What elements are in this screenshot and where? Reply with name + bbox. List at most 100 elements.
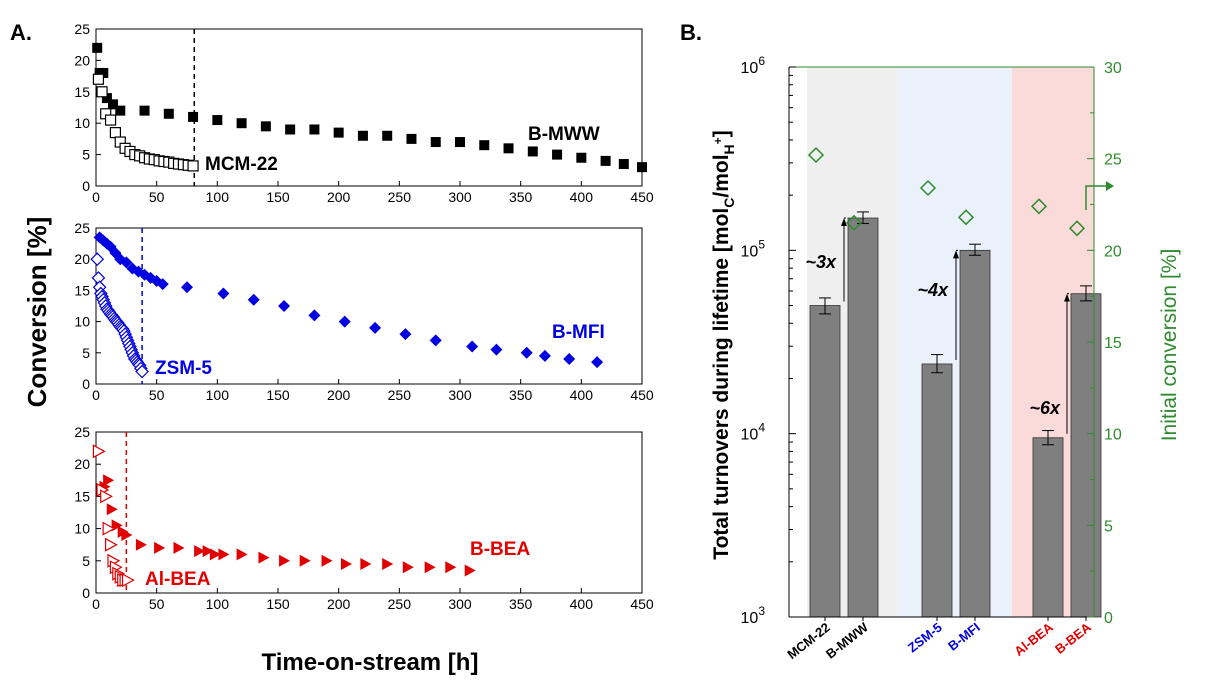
data-point bbox=[279, 554, 291, 567]
initial-conversion-point bbox=[957, 209, 975, 226]
data-point bbox=[338, 315, 351, 328]
x-tick-label: 350 bbox=[509, 189, 533, 205]
data-point bbox=[538, 349, 551, 362]
y-tick-label: 10 bbox=[74, 314, 90, 330]
data-point bbox=[109, 127, 122, 139]
bar bbox=[809, 305, 841, 618]
tick-base: 10 bbox=[741, 610, 759, 627]
data-point bbox=[135, 364, 149, 379]
data-point bbox=[399, 328, 412, 341]
category-label: B-MFI bbox=[945, 620, 983, 654]
data-point bbox=[402, 561, 414, 574]
left-axis-label-part: /mol bbox=[710, 154, 733, 197]
data-point bbox=[96, 86, 108, 98]
right-tick-label: 20 bbox=[1104, 243, 1122, 260]
data-point bbox=[90, 252, 105, 267]
data-point bbox=[309, 124, 320, 135]
data-point bbox=[194, 545, 206, 558]
ratio-label: ~6x bbox=[1029, 398, 1061, 418]
left-tick-label: 105 bbox=[741, 237, 766, 260]
series-b-mww bbox=[92, 42, 647, 173]
data-point bbox=[333, 127, 344, 138]
plot-frame bbox=[95, 227, 643, 385]
data-point bbox=[520, 346, 533, 359]
y-tick-label: 25 bbox=[74, 424, 90, 440]
series-label: Al-BEA bbox=[145, 569, 211, 590]
x-tick-label: 0 bbox=[92, 387, 100, 403]
series-zsm-5 bbox=[90, 252, 149, 379]
y-tick-label: 5 bbox=[82, 553, 90, 569]
left-axis-label-part: H bbox=[721, 144, 737, 154]
y-tick-label: 15 bbox=[74, 488, 90, 504]
data-point bbox=[382, 558, 394, 571]
left-axis-label-part: + bbox=[711, 137, 725, 144]
data-point bbox=[98, 67, 109, 78]
initial-conversion-point bbox=[919, 179, 937, 197]
y-tick-label: 15 bbox=[74, 282, 90, 298]
data-point bbox=[445, 561, 457, 574]
initial-conversion-point bbox=[845, 214, 863, 231]
data-point bbox=[321, 554, 333, 567]
x-tick-label: 300 bbox=[448, 387, 472, 403]
data-point bbox=[299, 554, 311, 567]
data-point bbox=[103, 474, 115, 487]
category-label: MCM-22 bbox=[784, 620, 833, 663]
series-label: MCM-22 bbox=[205, 154, 278, 175]
data-point bbox=[101, 93, 112, 104]
y-tick-label: 20 bbox=[74, 52, 90, 68]
x-tick-label: 100 bbox=[206, 189, 230, 205]
right-tick-label: 0 bbox=[1104, 610, 1113, 627]
right-axis-label: Initial conversion [%] bbox=[1158, 249, 1181, 442]
series-label: ZSM-5 bbox=[155, 358, 212, 379]
subplot-mfi: 0 50 100 150 200 250 300 350 400 450 0 5 10 15 20 25 B-M… bbox=[74, 220, 653, 403]
data-point bbox=[618, 159, 629, 170]
left-tick-label: 106 bbox=[741, 54, 766, 77]
left-axis-label: Total turnovers during lifetime [molC/mo… bbox=[710, 130, 737, 559]
tick-base: 10 bbox=[741, 243, 759, 260]
data-point bbox=[258, 551, 270, 564]
data-point bbox=[218, 548, 230, 561]
y-tick-label: 20 bbox=[74, 251, 90, 267]
x-tick-label: 400 bbox=[570, 387, 594, 403]
y-tick-label: 5 bbox=[82, 345, 90, 361]
tick-exponent: 6 bbox=[758, 54, 765, 68]
ratio-label: ~4x bbox=[917, 280, 949, 300]
data-point bbox=[308, 309, 321, 322]
y-tick-label: 25 bbox=[74, 220, 90, 236]
data-point bbox=[202, 545, 214, 558]
right-tick-label: 15 bbox=[1104, 335, 1122, 352]
right-tick-label: 10 bbox=[1104, 427, 1122, 444]
data-point bbox=[429, 334, 442, 347]
data-point bbox=[209, 548, 221, 561]
x-tick-label: 450 bbox=[630, 596, 654, 612]
x-tick-label: 400 bbox=[570, 596, 594, 612]
data-point bbox=[591, 356, 604, 369]
data-point bbox=[455, 137, 465, 148]
panel-b: B.~3x~4x~6x103104105106051015202530MCM-2… bbox=[680, 20, 1181, 662]
data-point bbox=[106, 503, 118, 516]
left-axis-label-part: ] bbox=[710, 130, 733, 137]
tick-exponent: 4 bbox=[758, 421, 765, 435]
data-point bbox=[102, 521, 116, 536]
y-tick-label: 0 bbox=[82, 178, 90, 194]
data-point bbox=[382, 130, 393, 141]
x-tick-label: 200 bbox=[327, 387, 351, 403]
data-point bbox=[464, 564, 476, 577]
data-point bbox=[490, 343, 503, 356]
tick-exponent: 3 bbox=[758, 604, 765, 618]
data-point bbox=[92, 73, 105, 85]
data-point bbox=[163, 108, 174, 119]
panel-a-label: A. bbox=[10, 20, 32, 45]
data-point bbox=[181, 281, 193, 294]
left-tick-label: 103 bbox=[741, 604, 766, 627]
series-mcm-22 bbox=[92, 73, 199, 172]
data-point bbox=[503, 143, 514, 154]
data-point bbox=[527, 146, 538, 157]
x-tick-label: 50 bbox=[149, 596, 165, 612]
category-label: B-MWW bbox=[823, 619, 871, 661]
data-point bbox=[236, 548, 248, 561]
x-tick-label: 400 bbox=[570, 189, 594, 205]
data-point bbox=[236, 118, 247, 129]
x-axis-label: Time-on-stream [h] bbox=[262, 649, 479, 676]
